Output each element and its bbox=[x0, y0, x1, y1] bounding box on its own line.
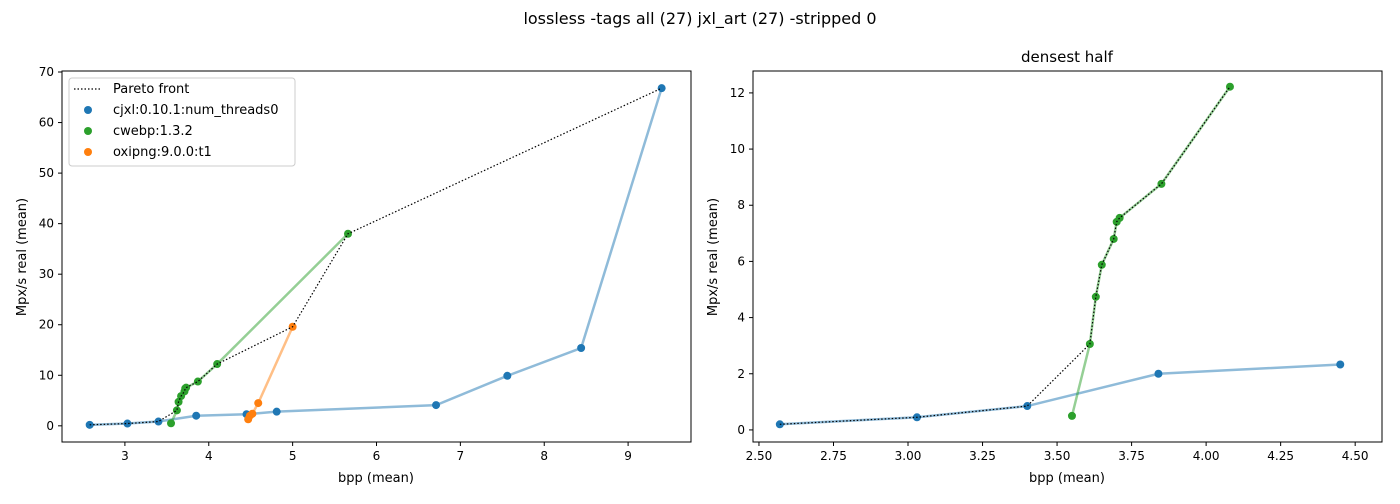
data-point bbox=[192, 411, 201, 420]
x-tick-label: 3.50 bbox=[1044, 449, 1071, 463]
x-tick-label: 3.25 bbox=[969, 449, 996, 463]
data-point bbox=[1091, 292, 1100, 301]
plot-frame bbox=[61, 70, 692, 443]
x-tick-label: 5 bbox=[289, 449, 297, 463]
left-xlabel: bpp (mean) bbox=[338, 471, 414, 486]
legend: Pareto front cjxl:0.10.1:num_threads0cweb… bbox=[68, 77, 296, 167]
data-point bbox=[577, 343, 586, 352]
x-tick-label: 3.75 bbox=[1118, 449, 1145, 463]
series-line bbox=[247, 326, 294, 420]
y-tick-label: 10 bbox=[730, 142, 745, 156]
data-point bbox=[254, 399, 263, 408]
data-point bbox=[123, 419, 132, 428]
right-xlabel: bpp (mean) bbox=[1029, 471, 1105, 486]
x-tick-label: 2.75 bbox=[820, 449, 847, 463]
data-point bbox=[1336, 360, 1345, 369]
data-point bbox=[248, 409, 257, 418]
data-point bbox=[657, 84, 666, 93]
data-point bbox=[1154, 369, 1163, 378]
data-point bbox=[432, 401, 441, 410]
legend-label: oxipng:9.0.0:t1 bbox=[113, 145, 212, 160]
legend-box bbox=[68, 77, 296, 167]
x-tick-label: 7 bbox=[457, 449, 465, 463]
data-point bbox=[1023, 402, 1032, 411]
y-tick-label: 4 bbox=[737, 311, 745, 325]
x-tick-label: 9 bbox=[624, 449, 632, 463]
x-tick-label: 4.00 bbox=[1193, 449, 1220, 463]
y-tick-label: 0 bbox=[737, 423, 745, 437]
x-tick-label: 3 bbox=[121, 449, 129, 463]
legend-marker bbox=[84, 148, 92, 156]
pareto-front-line bbox=[779, 86, 1231, 425]
y-tick-label: 6 bbox=[737, 254, 745, 268]
data-point bbox=[182, 383, 191, 392]
x-tick-label: 4.25 bbox=[1267, 449, 1294, 463]
y-tick-label: 10 bbox=[39, 368, 54, 382]
x-tick-label: 8 bbox=[540, 449, 548, 463]
data-point bbox=[503, 371, 512, 380]
suptitle: lossless -tags all (27) jxl_art (27) -st… bbox=[523, 9, 876, 29]
series-line bbox=[169, 232, 349, 424]
legend-marker bbox=[84, 127, 92, 135]
left-chart: bpp (mean) Mpx/s real (mean) 3 4 5 6 7 8 9 0 10 2… bbox=[15, 65, 692, 486]
y-tick-label: 50 bbox=[39, 166, 54, 180]
legend-marker bbox=[84, 106, 92, 114]
x-tick-label: 2.50 bbox=[746, 449, 773, 463]
data-point bbox=[172, 406, 181, 415]
x-tick-label: 4 bbox=[205, 449, 213, 463]
data-point bbox=[167, 419, 176, 428]
data-point bbox=[1097, 260, 1106, 269]
y-tick-label: 40 bbox=[39, 217, 54, 231]
right-chart-title: densest half bbox=[1021, 48, 1114, 66]
series-line bbox=[1070, 86, 1231, 417]
data-point bbox=[1225, 82, 1234, 91]
legend-label: Pareto front bbox=[113, 82, 189, 97]
data-point bbox=[193, 377, 202, 386]
x-tick-label: 3.00 bbox=[895, 449, 922, 463]
y-tick-label: 0 bbox=[46, 419, 54, 433]
data-point bbox=[272, 407, 281, 416]
y-tick-label: 2 bbox=[737, 367, 745, 381]
y-tick-label: 70 bbox=[39, 65, 54, 79]
right-chart: densest half bpp (mean) Mpx/s real (mean… bbox=[706, 48, 1383, 486]
data-point bbox=[1067, 411, 1076, 420]
legend-label: cwebp:1.3.2 bbox=[113, 124, 193, 139]
y-tick-label: 60 bbox=[39, 116, 54, 130]
left-ylabel: Mpx/s real (mean) bbox=[15, 198, 30, 316]
legend-label: cjxl:0.10.1:num_threads0 bbox=[113, 103, 278, 118]
x-tick-label: 4.50 bbox=[1342, 449, 1369, 463]
y-tick-label: 8 bbox=[737, 198, 745, 212]
y-tick-label: 30 bbox=[39, 267, 54, 281]
data-point bbox=[154, 417, 163, 426]
pareto-front-line bbox=[89, 87, 662, 426]
x-tick-label: 6 bbox=[373, 449, 381, 463]
data-point bbox=[1157, 179, 1166, 188]
right-ylabel: Mpx/s real (mean) bbox=[706, 198, 721, 316]
y-tick-label: 12 bbox=[730, 86, 745, 100]
y-tick-label: 20 bbox=[39, 318, 54, 332]
plot-frame bbox=[752, 70, 1383, 443]
